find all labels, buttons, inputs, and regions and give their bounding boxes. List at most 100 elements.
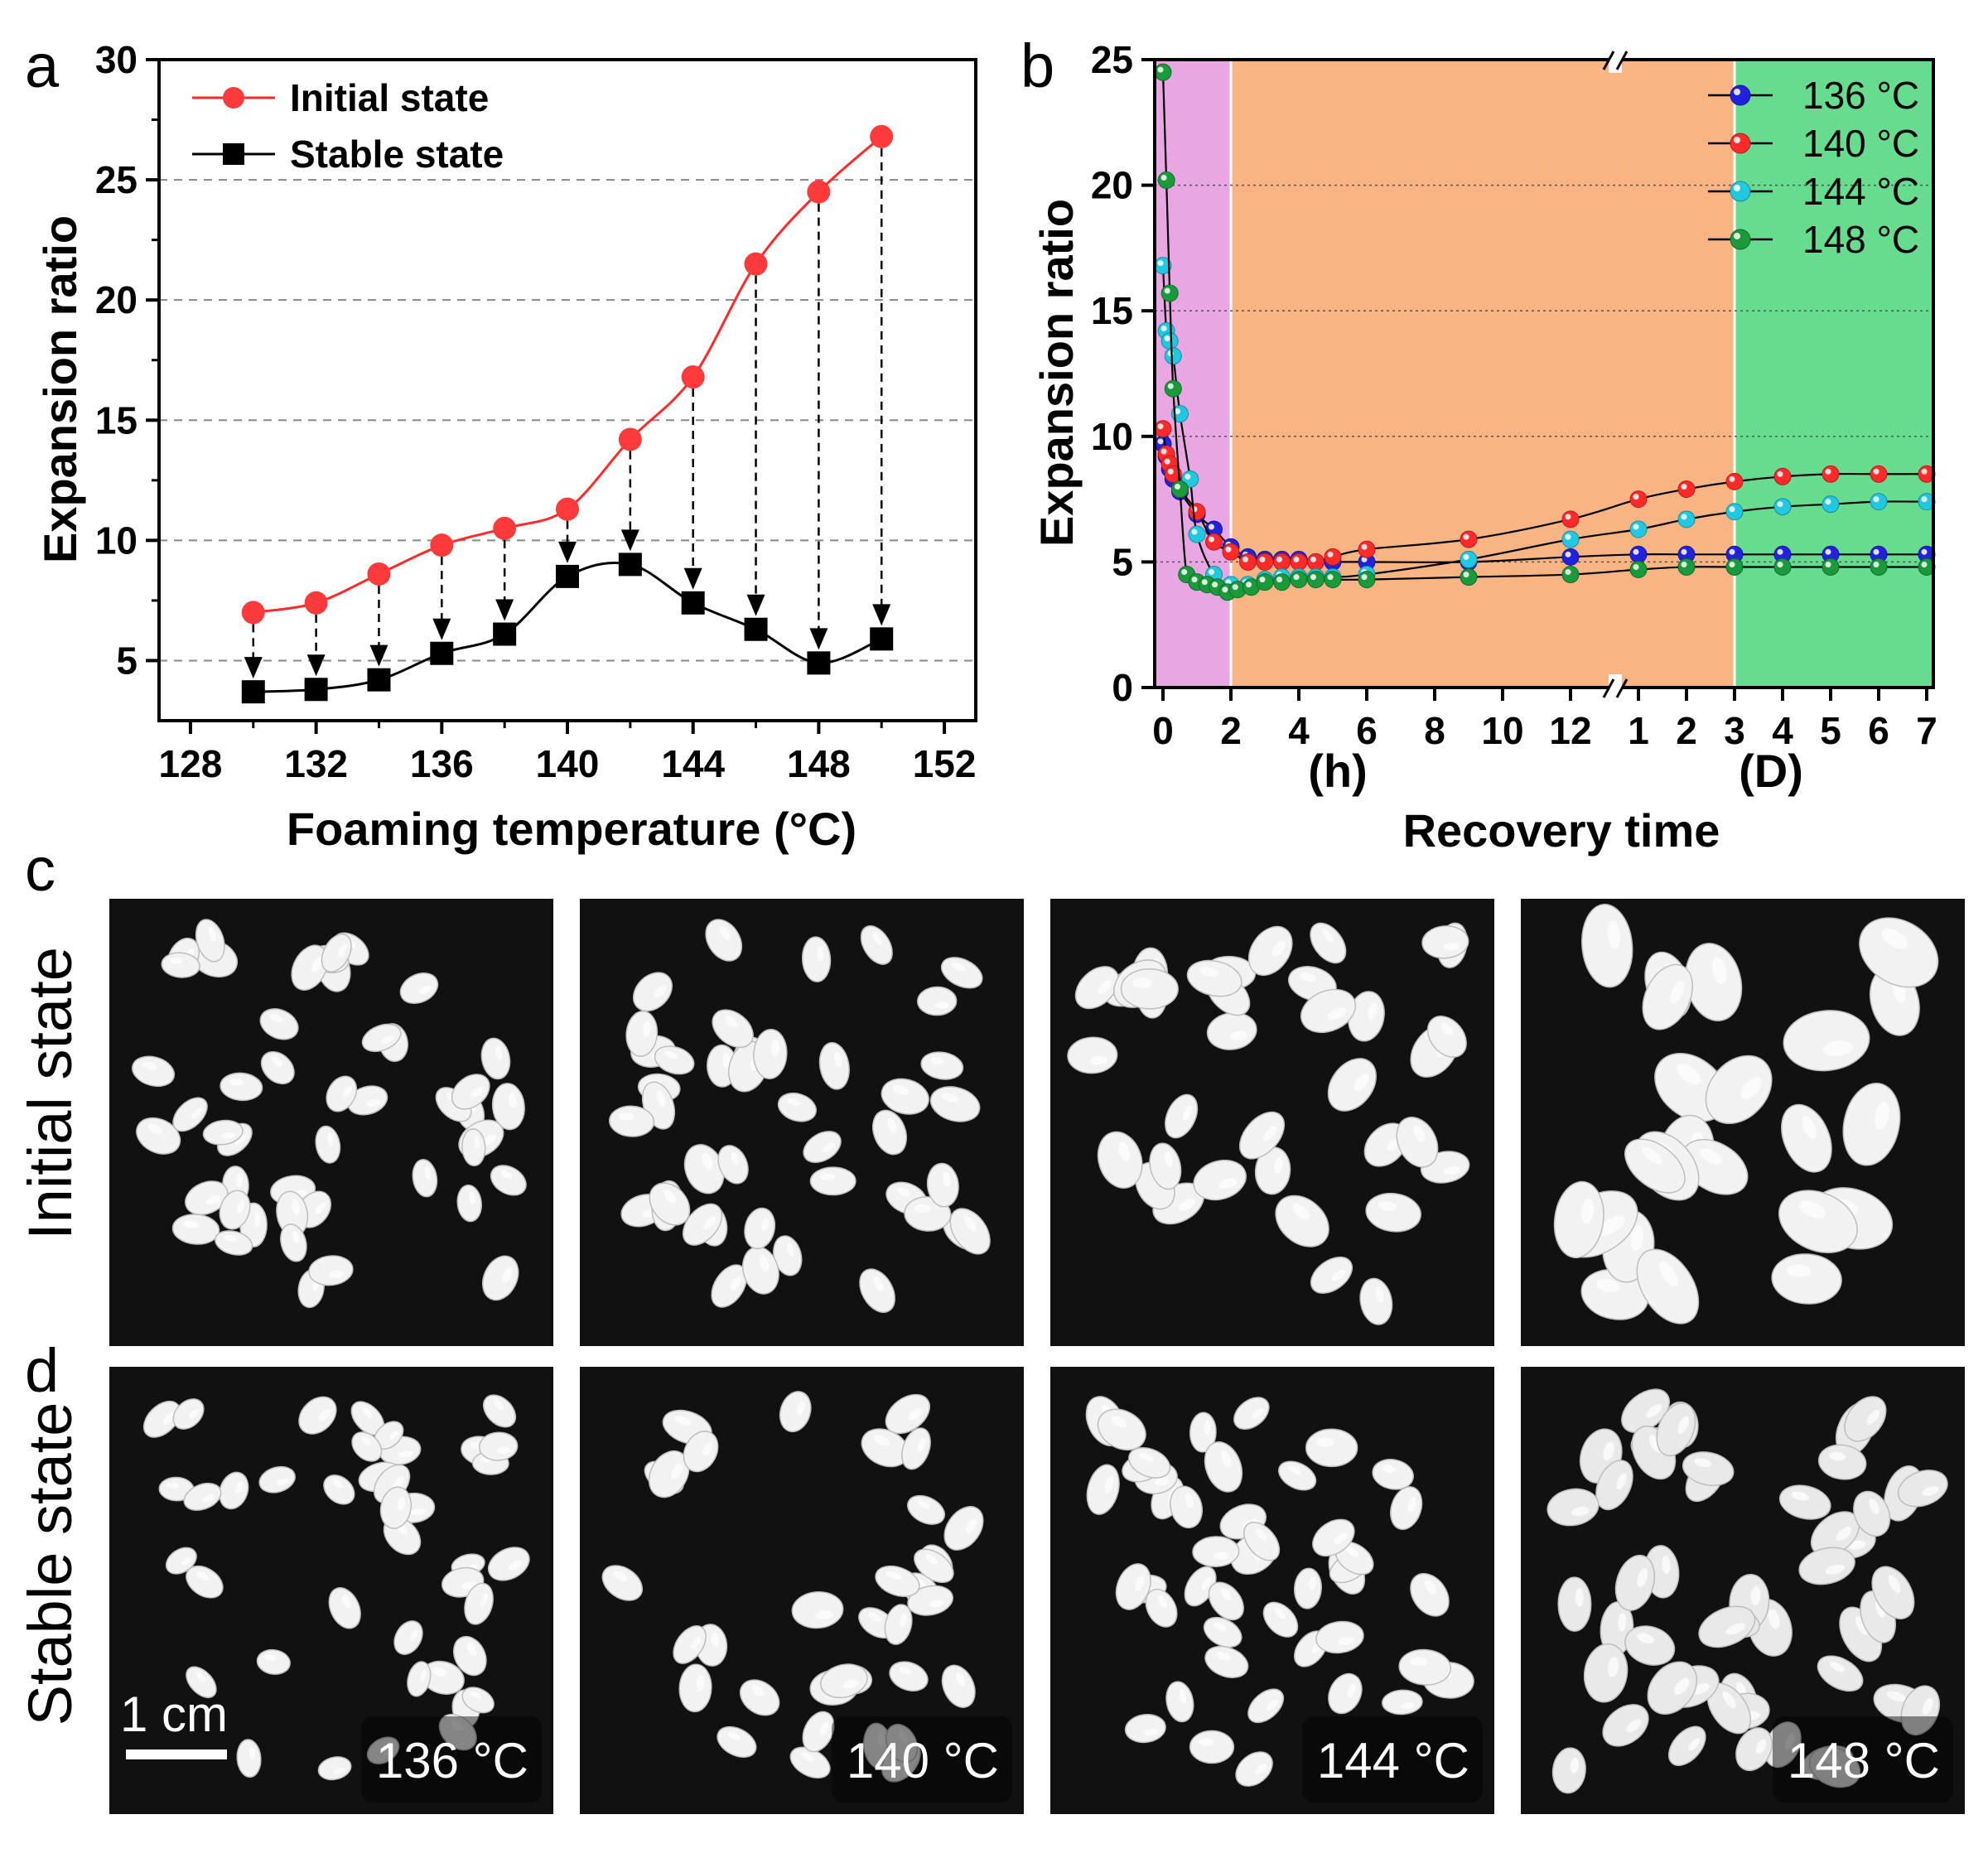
bead bbox=[236, 1739, 262, 1778]
b-point-highlight bbox=[1276, 577, 1282, 583]
bead-highlight bbox=[1642, 1147, 1662, 1165]
bead bbox=[1621, 1388, 1670, 1433]
bead-highlight bbox=[471, 1086, 484, 1098]
bead-highlight bbox=[270, 1014, 283, 1023]
b-y-tick-label: 10 bbox=[1091, 415, 1133, 458]
bead-highlight bbox=[1784, 1733, 1795, 1749]
bead-highlight bbox=[1220, 1588, 1232, 1601]
bead bbox=[673, 1625, 707, 1664]
b-point bbox=[1561, 548, 1580, 566]
bead bbox=[321, 934, 352, 972]
bead-highlight bbox=[1888, 1575, 1901, 1593]
bead-highlight bbox=[1179, 1688, 1187, 1703]
photo-beads bbox=[1085, 1396, 1474, 1787]
bead-highlight bbox=[253, 1211, 261, 1228]
a-x-tick-label: 136 bbox=[410, 742, 474, 785]
b-point-highlight bbox=[1160, 448, 1167, 455]
b-point-highlight bbox=[1293, 556, 1300, 562]
photo-initial-2 bbox=[1050, 899, 1494, 1346]
bead bbox=[1238, 1111, 1286, 1160]
bead-highlight bbox=[656, 1090, 666, 1107]
bead bbox=[1667, 1725, 1706, 1766]
bead-highlight bbox=[663, 1189, 677, 1204]
bead bbox=[678, 1663, 712, 1713]
bead-highlight bbox=[1334, 1532, 1349, 1544]
b-point-highlight bbox=[1327, 574, 1334, 581]
bead-highlight bbox=[1214, 1622, 1227, 1631]
bead-highlight bbox=[451, 1720, 463, 1731]
b-legend-label: 144 °C bbox=[1802, 170, 1919, 213]
bead-highlight bbox=[1111, 1416, 1127, 1428]
b-point-highlight bbox=[1164, 287, 1170, 294]
b-point-highlight bbox=[1565, 514, 1571, 520]
bead-highlight bbox=[361, 1436, 371, 1446]
bead-highlight bbox=[1185, 1494, 1194, 1508]
bead bbox=[1203, 1616, 1242, 1648]
b-point-highlight bbox=[1167, 383, 1174, 389]
bead bbox=[1243, 1522, 1281, 1561]
b-point bbox=[1725, 557, 1744, 576]
bead-highlight bbox=[924, 1554, 939, 1565]
b-point bbox=[1561, 510, 1580, 528]
bead bbox=[260, 1050, 295, 1085]
bead-highlight bbox=[873, 1276, 884, 1291]
a-drop-arrow-head bbox=[620, 529, 639, 552]
b-point bbox=[1273, 553, 1291, 571]
bead-highlight bbox=[800, 1752, 814, 1762]
bead-highlight bbox=[1881, 929, 1908, 949]
b-point bbox=[1822, 557, 1840, 576]
bead bbox=[809, 1166, 856, 1196]
b-point-highlight bbox=[1164, 458, 1170, 465]
bead-highlight bbox=[393, 1476, 405, 1489]
bead-highlight bbox=[1090, 1055, 1107, 1065]
temperature-label-background bbox=[361, 1716, 542, 1803]
bead bbox=[1421, 925, 1469, 959]
bead-highlight bbox=[409, 1629, 418, 1642]
a-drop-arrow-head bbox=[432, 618, 451, 640]
b-point-highlight bbox=[1921, 548, 1928, 555]
bead-highlight bbox=[1104, 1475, 1114, 1494]
bead bbox=[683, 1431, 719, 1473]
b-point-highlight bbox=[1327, 551, 1334, 557]
bead-highlight bbox=[432, 1667, 446, 1677]
bead-highlight bbox=[1607, 1656, 1619, 1677]
a-legend-marker-stable bbox=[223, 143, 244, 165]
bead bbox=[1124, 1713, 1166, 1744]
bead bbox=[1798, 1547, 1855, 1585]
bead-highlight bbox=[643, 1021, 651, 1037]
bead-highlight bbox=[1443, 942, 1460, 951]
bead bbox=[308, 1255, 354, 1286]
bead-highlight bbox=[819, 1173, 836, 1180]
bead-highlight bbox=[496, 1446, 510, 1455]
bead-highlight bbox=[722, 1053, 731, 1069]
bead bbox=[136, 1117, 181, 1155]
bead-highlight bbox=[1677, 1416, 1689, 1435]
b-point-highlight bbox=[1276, 556, 1282, 562]
b-point-highlight bbox=[1777, 501, 1783, 508]
bead-highlight bbox=[663, 1050, 678, 1059]
bead-highlight bbox=[495, 1045, 503, 1060]
bead-highlight bbox=[1375, 1286, 1384, 1303]
bead-highlight bbox=[696, 1673, 705, 1691]
bead bbox=[682, 1203, 723, 1246]
bead-highlight bbox=[1699, 1148, 1722, 1165]
bead bbox=[1233, 1397, 1270, 1430]
bead-highlight bbox=[1327, 1007, 1347, 1020]
bead-highlight bbox=[943, 1171, 951, 1187]
bead bbox=[326, 1075, 358, 1112]
a-point-stable bbox=[681, 591, 705, 615]
b-point bbox=[1629, 545, 1648, 563]
bead bbox=[717, 1145, 749, 1185]
b-point bbox=[1160, 332, 1179, 350]
bead bbox=[328, 1587, 361, 1629]
b-point bbox=[1561, 566, 1580, 584]
bead-highlight bbox=[1117, 1141, 1131, 1161]
bead-highlight bbox=[618, 1112, 635, 1121]
bead bbox=[802, 1711, 835, 1753]
bead-highlight bbox=[674, 1416, 692, 1426]
b-point bbox=[1324, 548, 1342, 566]
bead-highlight bbox=[469, 1192, 476, 1205]
b-point bbox=[1358, 540, 1376, 558]
bead-highlight bbox=[1410, 1657, 1428, 1667]
b-point bbox=[1171, 480, 1189, 498]
